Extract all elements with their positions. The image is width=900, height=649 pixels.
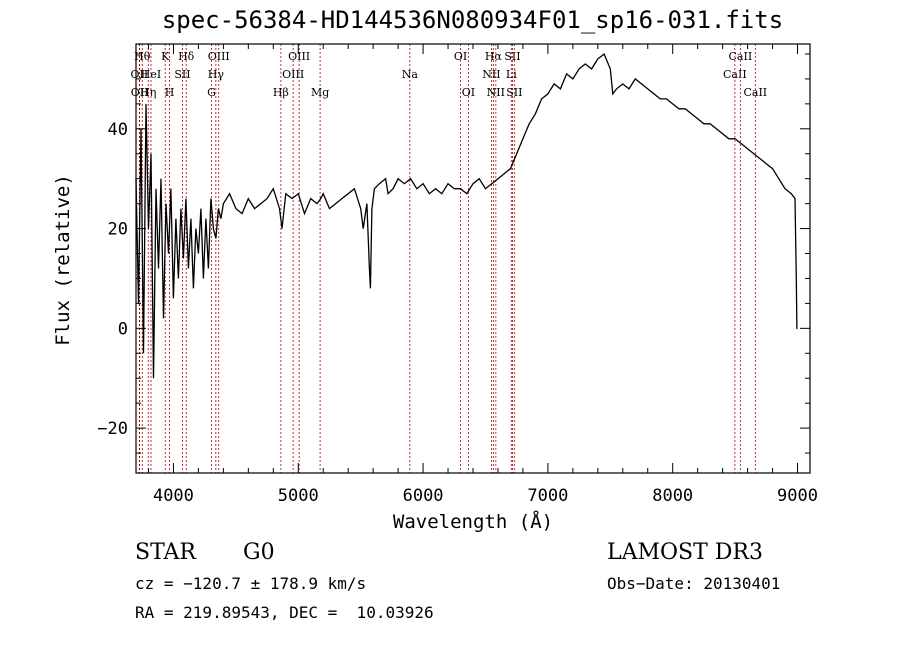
- y-axis: −20 0 20 40: [97, 53, 810, 454]
- line-label-22: Li: [506, 68, 517, 81]
- line-label-1: OII: [131, 86, 149, 99]
- x-axis-label: Wavelength (Å): [393, 510, 553, 533]
- line-label-14: OIII: [288, 50, 310, 63]
- x-axis: 4000 5000 6000 7000 8000 9000: [147, 44, 818, 506]
- line-label-15: Mg: [311, 86, 329, 99]
- line-label-16: Na: [402, 68, 419, 81]
- x-tick-label: 7000: [527, 486, 568, 506]
- line-label-3: Hη: [140, 86, 156, 99]
- x-tick-label: 9000: [777, 486, 818, 506]
- line-label-26: CaII: [729, 50, 753, 63]
- y-tick-label: 40: [108, 120, 128, 140]
- line-label-19: NII: [482, 68, 500, 81]
- line-label-25: CaII: [723, 68, 747, 81]
- line-label-13: OIII: [282, 68, 304, 81]
- redshift-value: cz = −120.7 ± 178.9 km/s: [135, 574, 367, 593]
- line-label-9: G: [207, 86, 216, 99]
- line-label-4: HeI: [141, 68, 161, 81]
- y-tick-label: 0: [118, 319, 128, 339]
- y-tick-label: 20: [108, 220, 128, 240]
- line-label-2: Hθ: [134, 50, 151, 63]
- line-label-27: CaII: [743, 86, 767, 99]
- line-label-18: OI: [462, 86, 475, 99]
- line-label-7: SII: [174, 68, 190, 81]
- y-axis-label: Flux (relative): [52, 174, 74, 346]
- chart-title: spec-56384-HD144536N080934F01_sp16-031.f…: [161, 6, 784, 34]
- line-label-10: Hγ: [208, 68, 225, 81]
- x-tick-label: 6000: [403, 486, 444, 506]
- line-label-23: SII: [504, 50, 520, 63]
- line-label-0: OII: [131, 68, 149, 81]
- line-label-8: Hδ: [178, 50, 195, 63]
- plot-frame: [135, 43, 811, 474]
- coordinates: RA = 219.89543, DEC = 10.03926: [135, 603, 434, 622]
- line-label-20: Hα: [485, 50, 503, 63]
- object-class: STAR: [135, 540, 196, 565]
- line-label-5: K: [161, 50, 170, 63]
- x-tick-label: 8000: [652, 486, 693, 506]
- line-label-24: SII: [506, 86, 522, 99]
- line-label-11: OIII: [208, 50, 230, 63]
- obs-date: Obs−Date: 20130401: [607, 574, 781, 593]
- line-label-6: H: [165, 86, 175, 99]
- line-label-17: OI: [454, 50, 467, 63]
- subclass: G0: [243, 540, 275, 565]
- line-label-21: NII: [487, 86, 505, 99]
- survey-name: LAMOST DR3: [607, 540, 763, 565]
- line-label-12: Hβ: [273, 86, 289, 99]
- spectrum-line: [135, 52, 798, 379]
- y-tick-label: −20: [97, 419, 128, 439]
- x-tick-label: 5000: [278, 486, 319, 506]
- x-tick-label: 4000: [153, 486, 194, 506]
